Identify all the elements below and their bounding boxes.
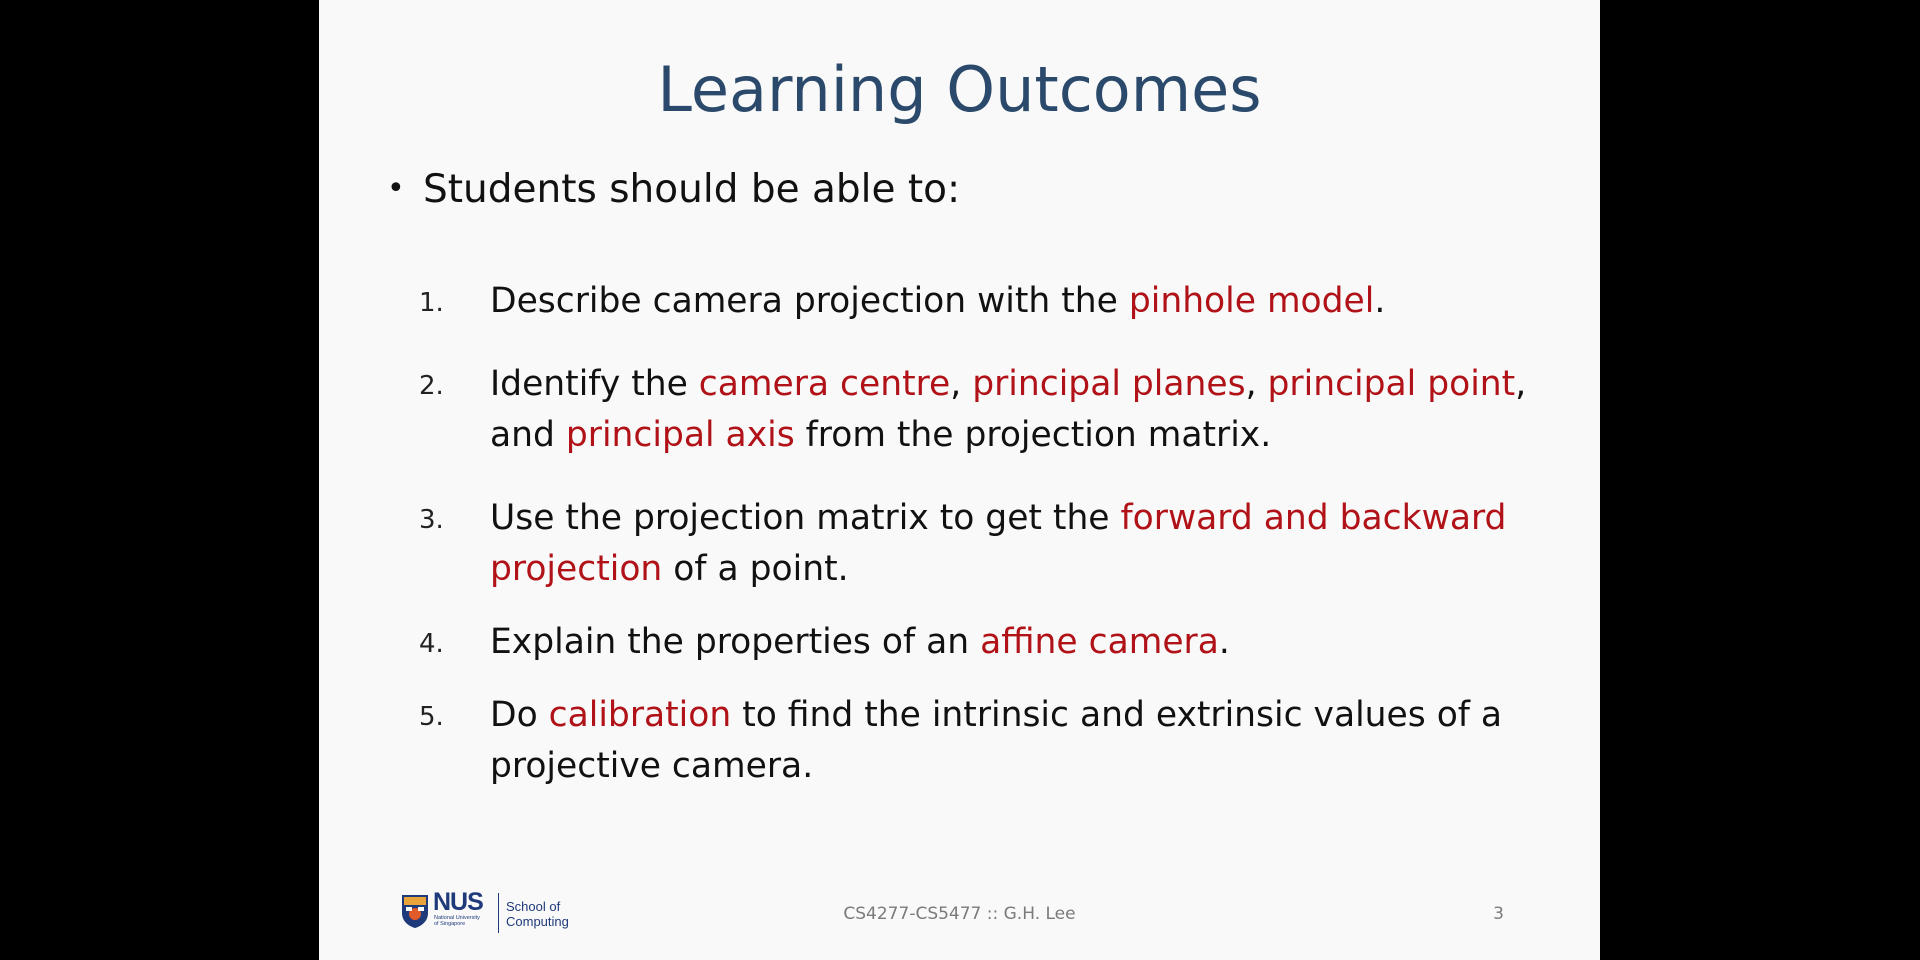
item-text-segment: , and	[490, 364, 1527, 455]
highlighted-term: principal planes	[972, 364, 1246, 404]
logo-divider	[498, 893, 499, 933]
nus-subtitle: National University of Singapore	[434, 915, 480, 927]
highlighted-term: forward and backward projection	[490, 498, 1507, 589]
nus-soc-logo: NUS National University of Singapore Sch…	[400, 888, 580, 937]
item-text: Identify the camera centre, principal pl…	[490, 359, 1529, 461]
highlighted-term: pinhole model	[1128, 281, 1375, 321]
item-number: 4.	[419, 629, 444, 659]
nus-wordmark: NUS	[433, 888, 484, 916]
page-number: 3	[1493, 904, 1504, 924]
item-number: 2.	[419, 371, 444, 401]
item-number: 1.	[419, 288, 444, 318]
item-text-segment: Explain the properties of an	[490, 622, 981, 662]
outcome-item-1: 1. Describe camera projection with the p…	[419, 276, 1529, 327]
school-line-1: School of	[506, 899, 561, 914]
item-text-segment: Describe camera projection with the	[490, 281, 1129, 321]
outcome-item-5: 5. Do calibration to find the intrinsic …	[419, 690, 1529, 792]
outcome-item-2: 2. Identify the camera centre, principal…	[419, 359, 1529, 461]
item-text-segment: .	[1218, 622, 1230, 662]
item-text-segment: of a point.	[662, 549, 849, 589]
item-text-segment: Identify the	[490, 364, 699, 404]
school-line-2: Computing	[506, 914, 569, 929]
item-text-segment: ,	[1245, 364, 1268, 404]
highlighted-term: calibration	[548, 695, 732, 735]
outcome-item-4: 4. Explain the properties of an affine c…	[419, 617, 1529, 668]
highlighted-term: affine camera	[980, 622, 1219, 662]
slide: Learning Outcomes • Students should be ab…	[319, 0, 1600, 960]
highlighted-term: principal axis	[565, 415, 795, 455]
item-text: Do calibration to find the intrinsic and…	[490, 690, 1529, 792]
item-text-segment: .	[1374, 281, 1386, 321]
item-text-segment: Use the projection matrix to get the	[490, 498, 1121, 538]
item-text-segment: Do	[490, 695, 549, 735]
item-text-segment: ,	[950, 364, 973, 404]
outcome-item-3: 3. Use the projection matrix to get the …	[419, 493, 1529, 595]
item-text-segment: from the projection matrix.	[794, 415, 1272, 455]
lead-bullet: • Students should be able to:	[387, 163, 960, 216]
footer-course: CS4277-CS5477 :: G.H. Lee	[843, 904, 1076, 924]
highlighted-term: camera centre	[698, 364, 951, 404]
item-number: 5.	[419, 702, 444, 732]
school-name: School of Computing	[506, 899, 569, 929]
item-text: Use the projection matrix to get the for…	[490, 493, 1529, 595]
item-text: Explain the properties of an affine came…	[490, 617, 1529, 668]
nus-crest-icon	[402, 895, 428, 928]
highlighted-term: principal point	[1267, 364, 1516, 404]
slide-title: Learning Outcomes	[657, 53, 1262, 126]
bullet-point: •	[387, 171, 405, 206]
item-number: 3.	[419, 505, 444, 535]
lead-text: Students should be able to:	[423, 167, 961, 212]
item-text: Describe camera projection with the pinh…	[490, 276, 1529, 327]
item-text-segment: to find the intrinsic and extrinsic valu…	[490, 695, 1503, 786]
